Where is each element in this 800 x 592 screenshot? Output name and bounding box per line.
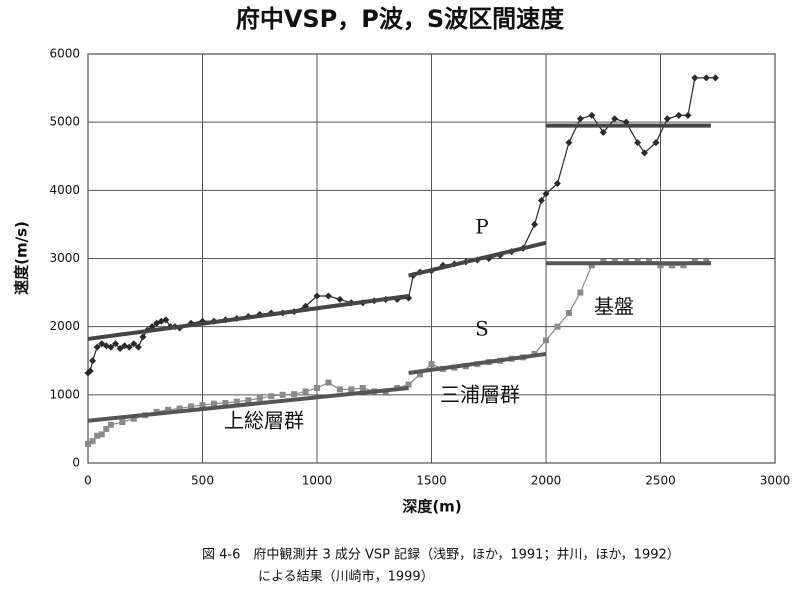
point bbox=[199, 402, 206, 409]
point bbox=[668, 262, 675, 269]
point bbox=[684, 111, 692, 119]
trend-line bbox=[87, 261, 711, 423]
point bbox=[542, 190, 550, 198]
point bbox=[85, 440, 91, 447]
annotation: P bbox=[475, 215, 488, 239]
point bbox=[139, 333, 147, 341]
point bbox=[675, 111, 683, 119]
point bbox=[652, 139, 660, 147]
point bbox=[313, 292, 321, 300]
x-axis-label: 深度(m) bbox=[402, 498, 461, 516]
point bbox=[348, 386, 355, 393]
x-tick-label: 0 bbox=[84, 474, 92, 488]
point bbox=[89, 438, 96, 445]
y-tick-label: 6000 bbox=[49, 47, 80, 61]
point bbox=[359, 385, 366, 392]
point bbox=[116, 344, 124, 352]
chart-title: 府中VSP，P波，S波区間速度 bbox=[236, 5, 565, 33]
point bbox=[663, 115, 671, 123]
point bbox=[111, 340, 119, 348]
point bbox=[162, 316, 170, 324]
y-tick-label: 1000 bbox=[49, 387, 80, 401]
point bbox=[125, 343, 133, 351]
annotation: 基盤 bbox=[594, 295, 634, 319]
point bbox=[588, 111, 596, 119]
point bbox=[537, 197, 545, 205]
point bbox=[302, 388, 309, 395]
point bbox=[291, 391, 298, 398]
x-tick-label: 1500 bbox=[416, 474, 447, 488]
x-tick-label: 500 bbox=[191, 474, 214, 488]
point bbox=[554, 323, 561, 330]
y-tick-label: 3000 bbox=[49, 251, 80, 265]
point bbox=[428, 361, 435, 368]
point bbox=[210, 400, 217, 407]
point bbox=[691, 74, 699, 82]
point bbox=[103, 425, 110, 432]
point bbox=[233, 398, 240, 405]
point bbox=[640, 149, 648, 157]
series-line bbox=[87, 261, 707, 445]
point bbox=[553, 180, 561, 188]
point bbox=[130, 340, 138, 348]
point bbox=[565, 139, 573, 147]
annotation: S bbox=[475, 317, 489, 341]
point bbox=[134, 343, 142, 351]
point bbox=[119, 419, 126, 426]
point bbox=[588, 262, 595, 269]
point bbox=[417, 371, 424, 378]
caption-line: 図 4-6 府中観測井 3 成分 VSP 記録（浅野，ほか，1991；井川，ほか… bbox=[202, 547, 680, 563]
point bbox=[336, 295, 344, 303]
point bbox=[577, 289, 584, 296]
point bbox=[222, 400, 229, 407]
point bbox=[107, 421, 114, 428]
point bbox=[711, 74, 719, 82]
caption-line: による結果（川崎市，1999） bbox=[258, 569, 434, 585]
point bbox=[657, 262, 664, 269]
point bbox=[531, 220, 539, 228]
y-tick-label: 2000 bbox=[49, 319, 80, 333]
x-tick-label: 2500 bbox=[645, 474, 676, 488]
point bbox=[94, 432, 101, 439]
point bbox=[98, 431, 105, 438]
point bbox=[256, 395, 263, 402]
point bbox=[599, 128, 607, 136]
x-tick-label: 3000 bbox=[760, 474, 791, 488]
point bbox=[107, 343, 115, 351]
y-tick-label: 5000 bbox=[49, 115, 80, 129]
point bbox=[245, 397, 252, 404]
point bbox=[405, 381, 412, 388]
point bbox=[325, 379, 332, 386]
annotation: 三浦層群 bbox=[440, 383, 520, 407]
y-tick-label: 0 bbox=[72, 456, 80, 470]
point bbox=[188, 403, 195, 410]
annotation: 上総層群 bbox=[224, 409, 304, 433]
point bbox=[611, 115, 619, 123]
x-tick-label: 2000 bbox=[531, 474, 562, 488]
point bbox=[565, 310, 572, 317]
point bbox=[130, 415, 137, 422]
y-tick-label: 4000 bbox=[49, 183, 80, 197]
point bbox=[268, 393, 275, 400]
point bbox=[680, 262, 687, 269]
point bbox=[543, 337, 549, 344]
point bbox=[279, 391, 286, 398]
point bbox=[176, 405, 183, 412]
point bbox=[86, 367, 94, 375]
point bbox=[336, 386, 343, 393]
point bbox=[576, 115, 584, 123]
point bbox=[89, 357, 97, 365]
point bbox=[165, 406, 172, 413]
point bbox=[314, 385, 320, 392]
x-tick-label: 1000 bbox=[302, 474, 333, 488]
y-axis-label: 速度(m/s) bbox=[13, 221, 31, 295]
point bbox=[634, 139, 642, 147]
point bbox=[93, 343, 101, 351]
point bbox=[702, 74, 710, 82]
trend-line bbox=[87, 123, 711, 341]
point bbox=[324, 292, 332, 300]
